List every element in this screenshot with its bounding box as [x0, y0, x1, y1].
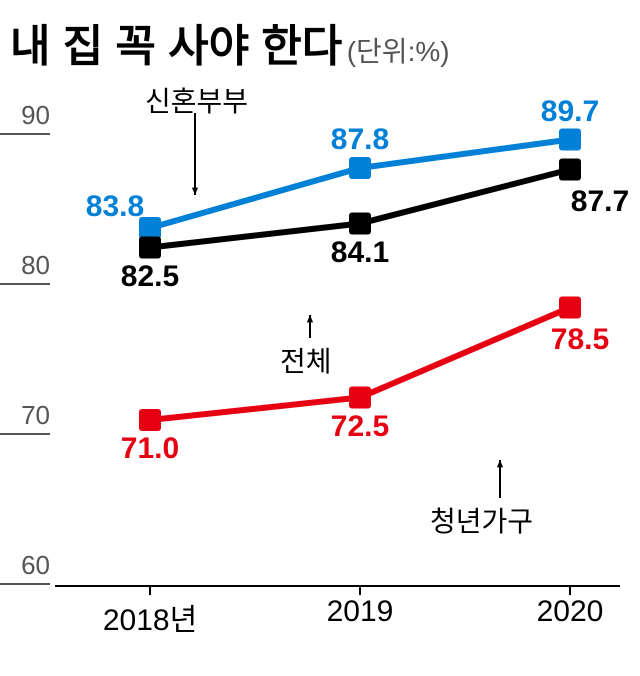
x-tick-mark	[569, 585, 571, 595]
x-tick-label: 2018년	[103, 595, 197, 639]
data-marker	[559, 297, 581, 319]
data-marker	[349, 213, 371, 235]
data-marker	[139, 409, 161, 431]
data-marker	[349, 157, 371, 179]
x-tick-label: 2020	[537, 595, 604, 629]
chart-area: 60 70 80 90 83.887.889.782.584.187.771.0…	[0, 80, 640, 676]
series-name-label: 전체	[280, 340, 332, 380]
value-label: 89.7	[541, 95, 599, 129]
value-label: 87.7	[571, 185, 629, 219]
value-label: 83.8	[86, 190, 144, 224]
value-label: 87.8	[331, 123, 389, 157]
x-tick-label: 2019	[327, 595, 394, 629]
value-label: 84.1	[331, 236, 389, 270]
value-label: 71.0	[121, 432, 179, 466]
value-label: 82.5	[121, 260, 179, 294]
data-marker	[559, 159, 581, 181]
chart-unit: (단위:%)	[347, 36, 450, 67]
value-label: 78.5	[551, 323, 609, 357]
x-tick-mark	[149, 585, 151, 595]
data-marker	[349, 387, 371, 409]
data-marker	[559, 129, 581, 151]
value-label: 72.5	[331, 410, 389, 444]
x-tick-mark	[359, 585, 361, 595]
series-name-label: 청년가구	[430, 500, 533, 540]
chart-title-wrap: 내 집 꼭 사야 한다 (단위:%)	[10, 10, 450, 74]
data-marker	[139, 237, 161, 259]
chart-title: 내 집 꼭 사야 한다	[10, 22, 342, 71]
series-name-label: 신혼부부	[145, 80, 248, 120]
